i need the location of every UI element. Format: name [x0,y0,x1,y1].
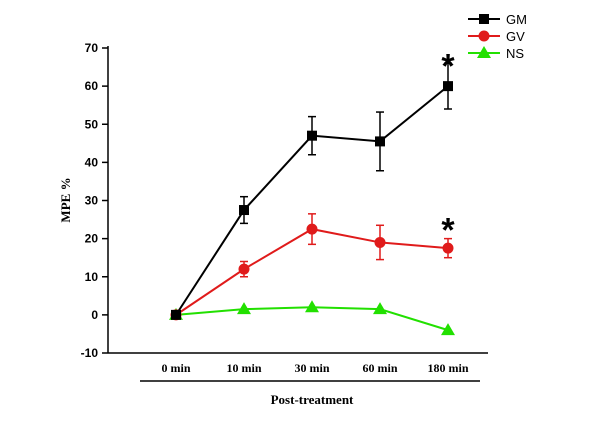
series-gm [171,62,453,320]
data-point [479,14,489,24]
y-ticks: -10 0 10 20 30 40 50 60 70 [81,41,108,360]
data-point [305,300,319,313]
legend-item-gm: GM [468,12,527,27]
x-tick-label: 60 min [362,361,397,375]
y-tick-label: 40 [85,155,99,169]
x-tick-label: 30 min [294,361,329,375]
x-tick-label: 0 min [161,361,190,375]
data-point [306,223,318,235]
data-point [171,309,181,320]
y-tick-label: 50 [85,117,99,131]
data-point [239,205,249,216]
data-point [477,46,491,58]
plot-area: -10 0 10 20 30 40 50 60 70 0 min 10 min 30 min 60 m… [58,41,488,407]
y-axis-label: MPE % [58,177,73,222]
legend-item-gv: GV [468,29,525,44]
y-tick-label: 10 [85,270,99,284]
legend-label: GM [506,12,527,27]
y-tick-label: 0 [91,308,98,322]
y-tick-label: 30 [85,194,99,208]
legend: GM GV NS [468,12,527,61]
data-point [443,81,453,92]
y-tick-label: -10 [81,346,99,360]
series-ns [169,300,455,336]
x-category-labels: 0 min 10 min 30 min 60 min 180 min [161,361,468,375]
annotations: ** [441,48,455,250]
data-point [442,242,454,254]
data-point [375,136,385,147]
x-tick-label: 10 min [226,361,261,375]
y-tick-label: 20 [85,232,99,246]
legend-item-ns: NS [468,46,524,61]
data-point [238,263,250,275]
series-layer [169,62,455,336]
x-tick-label: 180 min [427,361,468,375]
y-tick-label: 70 [85,41,99,55]
significance-marker: * [441,212,455,250]
data-point [373,302,387,315]
legend-label: NS [506,46,524,61]
significance-marker: * [441,48,455,86]
data-point [478,30,490,42]
data-point [237,302,251,315]
y-tick-label: 60 [85,79,99,93]
x-axis-label: Post-treatment [271,392,354,407]
data-point [307,130,317,141]
data-point [374,236,386,248]
data-point [441,323,455,336]
legend-label: GV [506,29,525,44]
